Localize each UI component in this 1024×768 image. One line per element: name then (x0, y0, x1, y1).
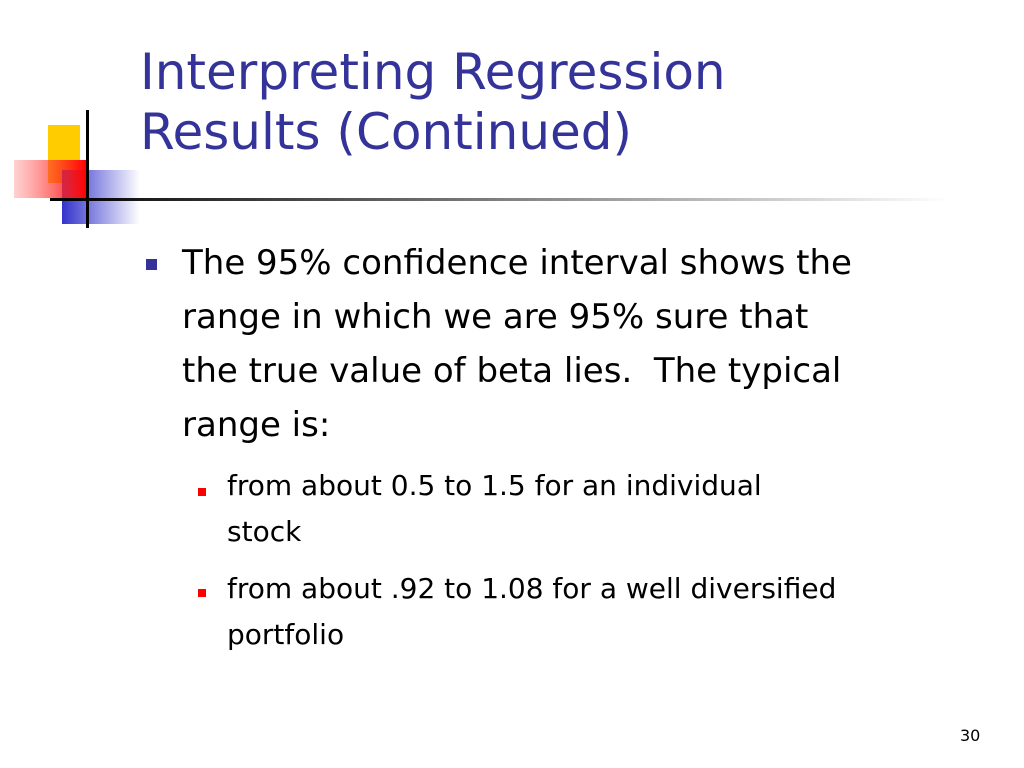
bullet-text: The 95% confidence interval shows the (182, 243, 852, 283)
bullet-text: the true value of beta lies. The typical (182, 351, 842, 391)
sub-bullet-text: stock (227, 515, 302, 548)
bullet-marker (198, 488, 206, 496)
sub-bullet-text: portfolio (227, 618, 345, 651)
bullet-text: range is: (182, 405, 331, 445)
sub-bullet-text: from about 0.5 to 1.5 for an individual (227, 469, 762, 502)
bullet-marker (198, 589, 206, 597)
bullet-marker (146, 259, 157, 270)
decoration (14, 110, 950, 228)
sub-bullet-text: from about .92 to 1.08 for a well divers… (227, 572, 837, 605)
page-number: 30 (960, 726, 981, 745)
bullet-text: range in which we are 95% sure that (182, 297, 809, 337)
title: Results (Continued) (140, 103, 633, 161)
title: Interpreting Regression (140, 43, 726, 101)
